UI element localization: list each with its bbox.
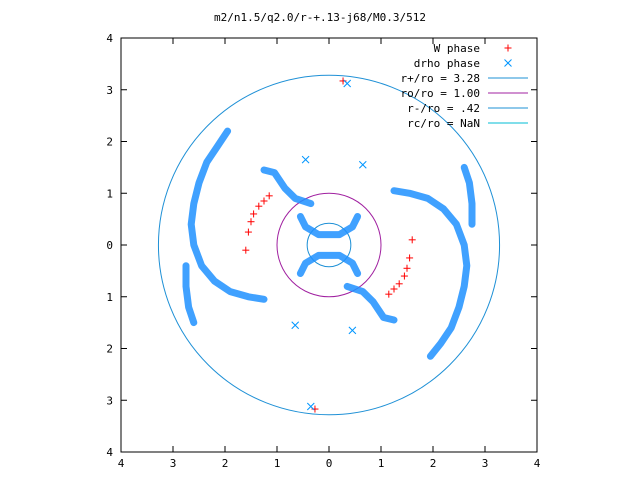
tick-group [120, 37, 538, 453]
x-marker [291, 321, 300, 330]
legend-label-rc: rc/ro = NaN [407, 117, 480, 130]
x-tick-labels: 4 3 2 1 0 1 2 3 4 [118, 457, 541, 470]
y-tick-label: 0 [106, 239, 113, 252]
x-tick-label: 4 [118, 457, 125, 470]
spiral-arm [343, 282, 398, 324]
x-marker [343, 79, 352, 88]
spiral-arm [182, 262, 198, 327]
marker-stroke [504, 59, 512, 67]
legend-swatches [488, 44, 528, 124]
x-tick-label: 3 [170, 457, 177, 470]
chart-title: m2/n1.5/q2.0/r-+.13-j68/M0.3/512 [214, 11, 426, 24]
plus-marker [242, 246, 250, 254]
reference-circle [157, 74, 501, 416]
legend-label-r-minus: r-/ro = .42 [407, 102, 480, 115]
x-marker [348, 326, 357, 335]
spiral-arm [260, 166, 315, 208]
y-tick-label: 2 [106, 136, 113, 149]
plus-marker [406, 254, 414, 262]
x-marker [358, 160, 367, 169]
x-tick-label: 2 [222, 457, 229, 470]
legend-label-drho-phase: drho phase [414, 57, 480, 70]
plus-marker [255, 202, 263, 210]
spiral-arm [390, 187, 471, 360]
x-tick-label: 3 [482, 457, 489, 470]
plus-marker [403, 264, 411, 272]
plus-marker [400, 272, 408, 280]
x-tick-label: 2 [430, 457, 437, 470]
legend-label-ro: ro/ro = 1.00 [401, 87, 480, 100]
y-tick-label: 4 [106, 32, 113, 45]
reference-circle [276, 192, 382, 298]
reference-circle [306, 222, 352, 268]
plus-marker [260, 197, 268, 205]
plus-marker [339, 77, 347, 85]
marker-stroke [348, 326, 357, 335]
x-marker [301, 155, 310, 164]
y-tick-label: 1 [106, 187, 113, 200]
plus-marker [247, 218, 255, 226]
y-tick-label: 1 [106, 291, 113, 304]
marker-stroke [358, 160, 367, 169]
marker-stroke [343, 79, 352, 88]
plus-marker [250, 210, 258, 218]
plot-frame [120, 37, 538, 453]
spiral-arm [460, 163, 476, 228]
marker-stroke [291, 321, 300, 330]
legend-marker [504, 59, 512, 67]
plus-marker [244, 228, 252, 236]
spiral-arm [296, 251, 362, 277]
legend-label-w-phase: W phase [434, 42, 480, 55]
legend-label-r-plus: r+/ro = 3.28 [401, 72, 480, 85]
legend-marker [504, 44, 512, 52]
spiral-arm [187, 127, 268, 303]
spiral-arms [182, 127, 476, 360]
x-tick-label: 1 [378, 457, 385, 470]
y-tick-label: 4 [106, 446, 113, 459]
plus-marker [385, 290, 393, 298]
y-tick-label: 2 [106, 343, 113, 356]
plus-marker [265, 192, 273, 200]
y-tick-labels: 4 3 2 1 0 1 2 3 4 [106, 32, 113, 459]
y-tick-label: 3 [106, 84, 113, 97]
plus-marker [311, 405, 319, 413]
x-tick-label: 4 [534, 457, 541, 470]
x-tick-label: 0 [326, 457, 333, 470]
plus-marker [390, 285, 398, 293]
legend: W phase drho phase r+/ro = 3.28 ro/ro = … [401, 42, 528, 130]
scatter-points [242, 77, 416, 413]
marker-stroke [306, 402, 315, 411]
y-tick-label: 3 [106, 394, 113, 407]
x-tick-label: 1 [274, 457, 281, 470]
plus-marker [408, 236, 416, 244]
spiral-arm [296, 213, 362, 239]
plus-marker [395, 280, 403, 288]
marker-stroke [301, 155, 310, 164]
x-marker [306, 402, 315, 411]
reference-circles [157, 74, 501, 416]
